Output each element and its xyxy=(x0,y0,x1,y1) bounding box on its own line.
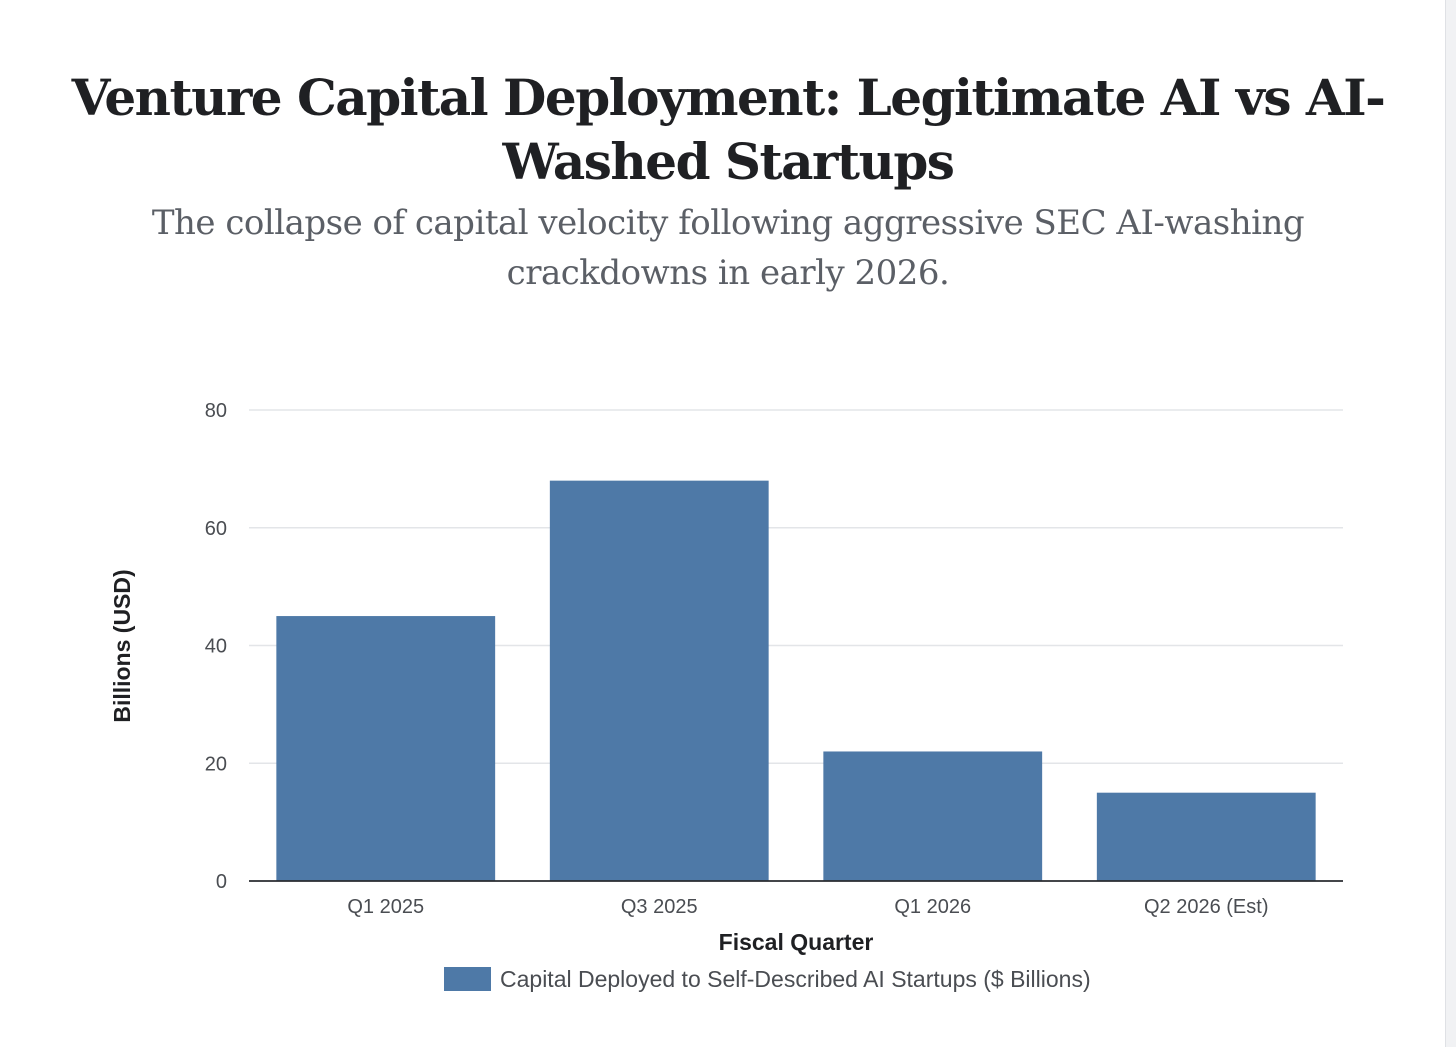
y-tick-label: 80 xyxy=(205,400,227,422)
legend: Capital Deployed to Self-Described AI St… xyxy=(444,966,1091,992)
x-axis-ticks: Q1 2025 Q3 2025 Q1 2026 Q2 2026 (Est) xyxy=(347,896,1268,918)
y-axis-ticks: 0 20 40 60 80 xyxy=(205,400,227,893)
legend-swatch xyxy=(444,967,491,991)
y-tick-label: 60 xyxy=(205,518,227,540)
x-tick-label: Q2 2026 (Est) xyxy=(1144,896,1269,918)
x-tick-label: Q1 2026 xyxy=(894,896,971,918)
y-tick-label: 40 xyxy=(205,636,227,658)
right-edge-strip xyxy=(1445,0,1456,1047)
bar xyxy=(1096,792,1316,881)
bar xyxy=(276,616,496,881)
y-tick-label: 0 xyxy=(216,871,227,893)
chart-title: Venture Capital Deployment: Legitimate A… xyxy=(71,68,1386,191)
y-tick-label: 20 xyxy=(205,753,227,775)
x-axis-title: Fiscal Quarter xyxy=(719,929,874,955)
bars xyxy=(276,480,1316,881)
bar xyxy=(549,480,769,881)
chart-subtitle: The collapse of capital velocity followi… xyxy=(151,203,1305,293)
y-axis-title: Billions (USD) xyxy=(109,569,135,722)
x-tick-label: Q1 2025 xyxy=(347,896,424,918)
bar xyxy=(823,751,1043,881)
legend-label: Capital Deployed to Self-Described AI St… xyxy=(500,966,1091,992)
x-tick-label: Q3 2025 xyxy=(621,896,698,918)
